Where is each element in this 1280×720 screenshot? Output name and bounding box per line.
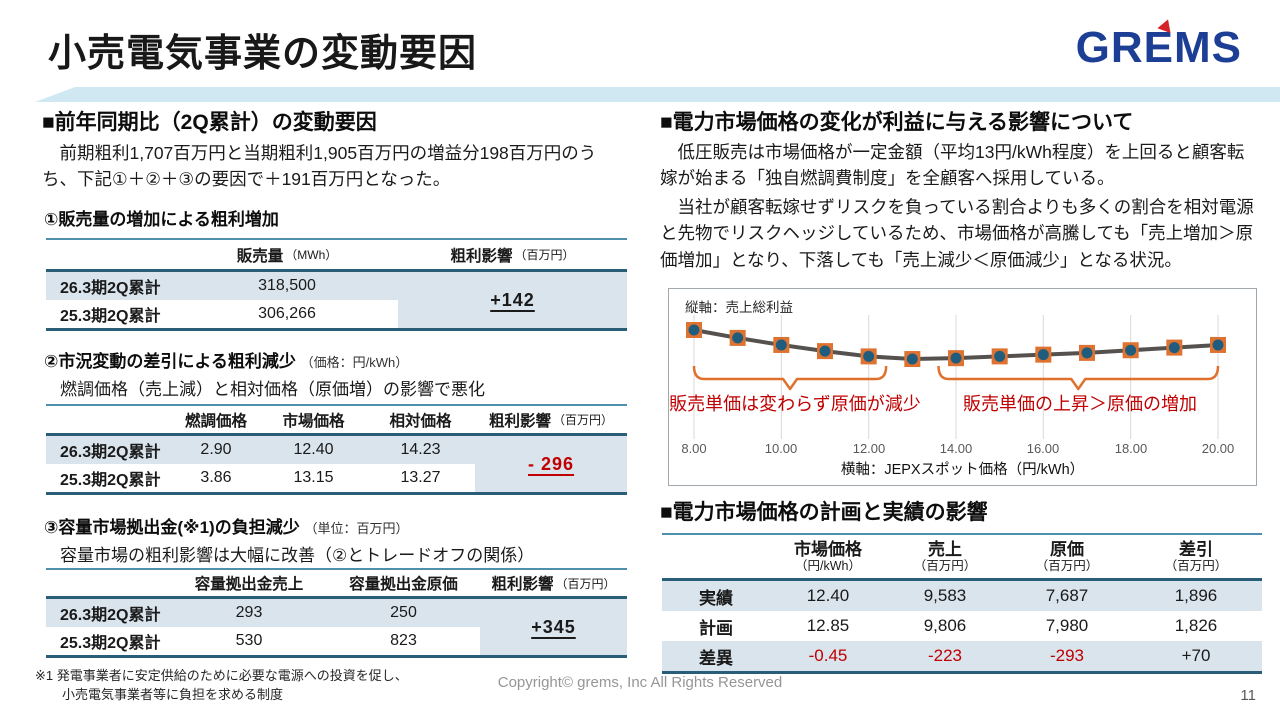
table4-corner-cell: [662, 535, 770, 581]
x-tick: 16.00: [1026, 441, 1060, 456]
table3-row2-label: 25.3期2Q累計: [60, 635, 161, 652]
table4-variance-label: 差異: [662, 641, 770, 671]
capacity-market-table: 容量拠出金売上 容量拠出金原価 粗利影響 （百万円） 26.3期2Q累計 293 …: [46, 568, 627, 658]
table3-corner-cell: [46, 570, 171, 599]
table2-row2-fuel: 3.86: [200, 469, 232, 486]
table2-col-bilateral: 相対価格: [366, 406, 475, 436]
table4-plan-label: 計画: [699, 618, 733, 638]
footnote: ※1 発電事業者に安定供給のために必要な電源への投資を促し、 小売電気事業者等に…: [35, 667, 408, 705]
table3-row2-revenue: 530: [235, 632, 263, 649]
logo-text: GREMS: [1075, 23, 1242, 72]
table4-col-price: 市場価格 （円/kWh）: [770, 535, 886, 581]
table4-actual-diff: 1,896: [1130, 581, 1262, 611]
table2-col-impact: 粗利影響 （百万円）: [475, 406, 627, 436]
x-tick: 18.00: [1114, 441, 1148, 456]
table2-row1-bilateral: 14.23: [366, 436, 475, 464]
table2-row1-label: 26.3期2Q累計: [46, 436, 171, 464]
table1-row1-value: 318,500: [176, 272, 398, 300]
x-tick: 10.00: [764, 441, 798, 456]
footnote-line1: ※1 発電事業者に安定供給のために必要な電源への投資を促し、: [35, 668, 408, 683]
table3-caption: ③容量市場拠出金(※1)の負担減少 （単位：百万円）: [44, 518, 409, 537]
profit-curve-chart: 縦軸：売上総利益 販売単価は変わらず原価が減少 販売単価の上昇＞原価の増加 8.…: [668, 288, 1257, 486]
right-paragraph2: 当社が顧客転嫁せずリスクを負っている割合よりも多くの割合を相対電源と先物でリスク…: [660, 197, 1254, 270]
table1-row2-label: 25.3期2Q累計: [60, 308, 161, 325]
table1-impact-cell: +142: [398, 272, 627, 328]
table3-row1-cost: 250: [327, 599, 480, 627]
table1-col-volume: 販売量 （MWh）: [176, 240, 398, 272]
table3-col-revenue: 容量拠出金売上: [171, 570, 327, 599]
table2-corner-cell: [46, 406, 171, 436]
x-tick: 12.00: [852, 441, 886, 456]
table1-col-impact: 粗利影響 （百万円）: [398, 240, 627, 272]
table2-caption: ②市況変動の差引による粗利減少 （価格：円/kWh）: [44, 352, 409, 371]
left-section-heading: ■前年同期比（2Q累計）の変動要因: [42, 111, 377, 134]
table1-caption: ①販売量の増加による粗利増加: [44, 210, 279, 229]
table3-impact-cell: +345: [480, 599, 627, 655]
right-paragraph1: 低圧販売は市場価格が一定金額（平均13円/kWh程度）を上回ると顧客転嫁が始まる…: [660, 142, 1245, 189]
table4-actual-price: 12.40: [770, 581, 886, 611]
title-divider-band: [35, 87, 1280, 102]
table4-plan-cost: 7,980: [1045, 616, 1089, 635]
chart-annotation-right: 販売単価の上昇＞原価の増加: [963, 394, 1197, 414]
table4-col-diff: 差引 （百万円）: [1130, 535, 1262, 581]
table4-plan-price: 12.85: [806, 616, 850, 635]
page-title: 小売電気事業の変動要因: [48, 33, 478, 75]
table1-row1-label: 26.3期2Q累計: [46, 272, 176, 300]
x-tick: 20.00: [1201, 441, 1235, 456]
left-intro-paragraph: 前期粗利1,707百万円と当期粗利1,905百万円の増益分198百万円のうち、下…: [42, 143, 597, 190]
table2-row2-label: 25.3期2Q累計: [60, 472, 161, 489]
x-tick: 8.00: [681, 441, 707, 456]
right-section-heading2: ■電力市場価格の計画と実績の影響: [660, 501, 988, 524]
table2-col-market: 市場価格: [261, 406, 366, 436]
plan-actual-table: 市場価格 （円/kWh） 売上 （百万円） 原価 （百万円） 差引 （百万円） 実績 1…: [662, 533, 1262, 674]
table4-variance-diff: +70: [1130, 641, 1262, 671]
copyright-text: Copyright© grems, Inc All Rights Reserve…: [497, 674, 783, 691]
table3-col-cost: 容量拠出金原価: [327, 570, 480, 599]
profit-curve-svg: [686, 315, 1226, 439]
table3-row1-revenue: 293: [171, 599, 327, 627]
table4-variance-cost: -293: [1004, 641, 1130, 671]
table4-actual-label: 実績: [662, 581, 770, 611]
table4-variance-revenue: -223: [886, 641, 1004, 671]
table4-plan-diff: 1,826: [1174, 616, 1218, 635]
table2-row1-fuel: 2.90: [171, 436, 261, 464]
table4-col-cost: 原価 （百万円）: [1004, 535, 1130, 581]
table2-impact-cell: - 296: [475, 436, 627, 492]
table1-row2-value: 306,266: [258, 305, 316, 322]
table4-col-revenue: 売上 （百万円）: [886, 535, 1004, 581]
table4-actual-revenue: 9,583: [886, 581, 1004, 611]
sales-volume-table: 販売量 （MWh） 粗利影響 （百万円） 26.3期2Q累計 318,500 +14…: [46, 238, 627, 331]
table3-subtitle: 容量市場の粗利影響は大幅に改善（②とトレードオフの関係）: [60, 546, 535, 565]
table3-row2-cost: 823: [390, 632, 417, 649]
chart-annotation-left: 販売単価は変わらず原価が減少: [669, 394, 921, 414]
table1-corner-cell: [46, 240, 176, 272]
x-tick: 14.00: [939, 441, 973, 456]
page-number: 11: [1240, 687, 1256, 704]
market-change-table: 燃調価格 市場価格 相対価格 粗利影響 （百万円） 26.3期2Q累計 2.90 …: [46, 404, 627, 495]
table4-variance-price: -0.45: [770, 641, 886, 671]
grems-logo: GREMS: [1075, 16, 1242, 72]
chart-xaxis-label: 横軸：JEPXスポット価格（円/kWh）: [840, 462, 1085, 478]
table3-col-impact: 粗利影響 （百万円）: [480, 570, 627, 599]
footnote-line2: 小売電気事業者等に負担を求める制度: [62, 686, 284, 702]
table2-subtitle: 燃調価格（売上減）と相対価格（原価増）の影響で悪化: [60, 380, 485, 399]
chart-yaxis-note: 縦軸：売上総利益: [685, 300, 793, 315]
table4-actual-cost: 7,687: [1004, 581, 1130, 611]
right-section-heading1: ■電力市場価格の変化が利益に与える影響について: [660, 111, 1134, 134]
table3-row1-label: 26.3期2Q累計: [46, 599, 171, 627]
table2-col-fuel: 燃調価格: [171, 406, 261, 436]
table2-row2-bilateral: 13.27: [400, 469, 441, 486]
table2-row1-market: 12.40: [261, 436, 366, 464]
table4-plan-revenue: 9,806: [923, 616, 967, 635]
table2-row2-market: 13.15: [293, 469, 334, 486]
